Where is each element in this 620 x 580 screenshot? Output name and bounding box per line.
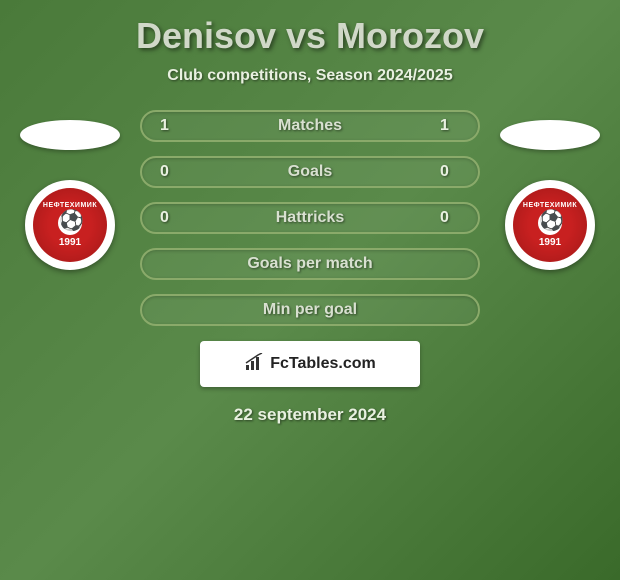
stat-left-value: 1 (160, 117, 180, 135)
stat-label: Goals (288, 163, 332, 181)
stat-right-value: 1 (440, 117, 460, 135)
player-left: НЕФТЕХИМИК 1991 (20, 110, 120, 270)
comparison-date: 22 september 2024 (234, 405, 386, 425)
stat-label: Min per goal (263, 301, 357, 319)
stat-label: Goals per match (247, 255, 372, 273)
football-icon (58, 211, 82, 235)
stat-right-value: 0 (440, 163, 460, 181)
branding-box: FcTables.com (200, 341, 420, 387)
comparison-card: Denisov vs Morozov Club competitions, Se… (0, 0, 620, 435)
player-avatar-placeholder (20, 120, 120, 150)
page-subtitle: Club competitions, Season 2024/2025 (167, 67, 452, 85)
stat-row-matches: 1 Matches 1 (140, 110, 480, 142)
stat-row-hattricks: 0 Hattricks 0 (140, 202, 480, 234)
stat-label: Matches (278, 117, 342, 135)
football-icon (538, 211, 562, 235)
badge-inner: НЕФТЕХИМИК 1991 (513, 188, 587, 262)
club-year-text: 1991 (539, 237, 561, 248)
main-area: НЕФТЕХИМИК 1991 1 Matches 1 0 Goals 0 0 … (10, 110, 610, 326)
player-right: НЕФТЕХИМИК 1991 (500, 110, 600, 270)
badge-inner: НЕФТЕХИМИК 1991 (33, 188, 107, 262)
stat-label: Hattricks (276, 209, 344, 227)
page-title: Denisov vs Morozov (136, 15, 484, 57)
stat-right-value: 0 (440, 209, 460, 227)
stat-row-goals-per-match: Goals per match (140, 248, 480, 280)
site-name: FcTables.com (270, 355, 376, 373)
chart-icon (244, 353, 264, 376)
stat-row-min-per-goal: Min per goal (140, 294, 480, 326)
stats-column: 1 Matches 1 0 Goals 0 0 Hattricks 0 Goal… (140, 110, 480, 326)
player-avatar-placeholder (500, 120, 600, 150)
stat-left-value: 0 (160, 209, 180, 227)
stat-left-value: 0 (160, 163, 180, 181)
club-badge-right: НЕФТЕХИМИК 1991 (505, 180, 595, 270)
club-badge-left: НЕФТЕХИМИК 1991 (25, 180, 115, 270)
club-year-text: 1991 (59, 237, 81, 248)
stat-row-goals: 0 Goals 0 (140, 156, 480, 188)
